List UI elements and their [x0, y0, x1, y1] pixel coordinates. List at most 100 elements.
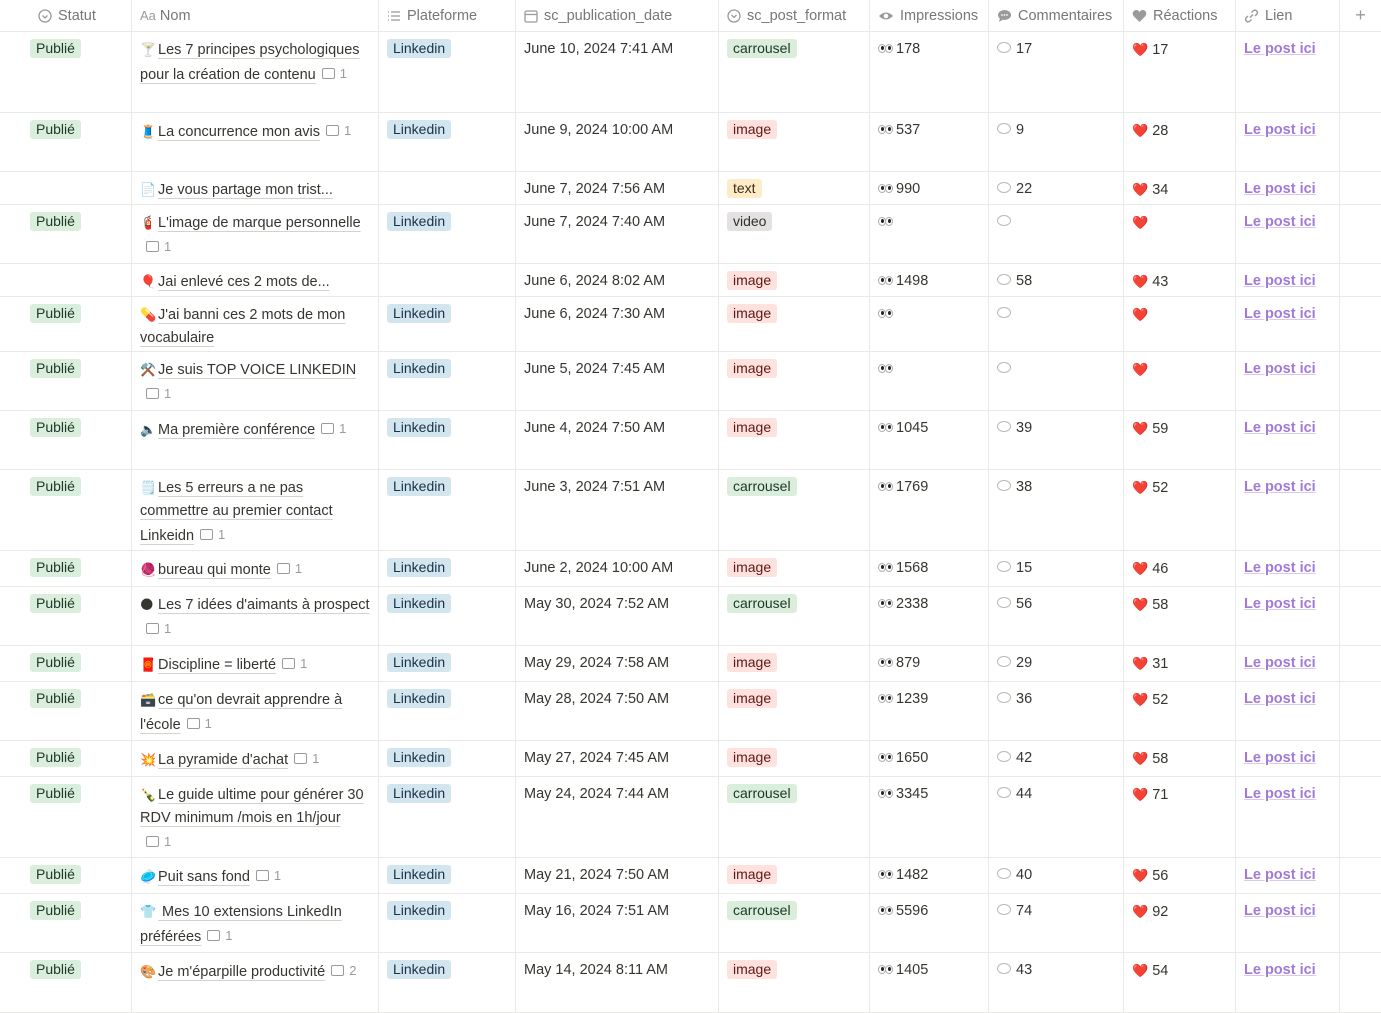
- link-cell[interactable]: Le post ici: [1236, 894, 1340, 952]
- comments-cell[interactable]: 17: [989, 32, 1124, 112]
- table-row[interactable]: Publié 🔈 Ma première conférence 1 Linkedin Ju…: [0, 411, 1381, 470]
- platform-cell[interactable]: Linkedin: [379, 858, 516, 893]
- platform-cell[interactable]: Linkedin: [379, 32, 516, 112]
- comments-cell[interactable]: 36: [989, 682, 1124, 740]
- comments-cell[interactable]: 9: [989, 113, 1124, 171]
- reactions-cell[interactable]: ❤️ 43: [1124, 264, 1236, 296]
- table-row[interactable]: Publié 💊 J'ai banni ces 2 mots de mon voca…: [0, 297, 1381, 352]
- post-link[interactable]: Le post ici: [1244, 560, 1316, 576]
- status-cell[interactable]: Publié: [0, 587, 132, 645]
- format-cell[interactable]: image: [719, 264, 870, 296]
- page-title-link[interactable]: La concurrence mon avis: [158, 124, 320, 140]
- comment-count[interactable]: 1: [200, 523, 225, 546]
- comment-count[interactable]: 1: [326, 119, 351, 142]
- name-cell[interactable]: 🧧 Discipline = liberté 1: [132, 646, 379, 681]
- status-cell[interactable]: Publié: [0, 953, 132, 1012]
- reactions-cell[interactable]: ❤️ 58: [1124, 587, 1236, 645]
- status-cell[interactable]: [0, 172, 132, 204]
- format-cell[interactable]: image: [719, 741, 870, 776]
- status-cell[interactable]: Publié: [0, 205, 132, 263]
- post-link[interactable]: Le post ici: [1244, 691, 1316, 707]
- comments-cell[interactable]: 29: [989, 646, 1124, 681]
- platform-cell[interactable]: [379, 172, 516, 204]
- add-column-button[interactable]: +: [1355, 5, 1366, 25]
- name-cell[interactable]: 🧶 bureau qui monte 1: [132, 551, 379, 586]
- format-cell[interactable]: image: [719, 411, 870, 469]
- comments-cell[interactable]: 15: [989, 551, 1124, 586]
- platform-cell[interactable]: Linkedin: [379, 113, 516, 171]
- table-row[interactable]: Publié 💥 La pyramide d'achat 1 Linkedin May 2…: [0, 741, 1381, 777]
- post-link[interactable]: Le post ici: [1244, 361, 1316, 377]
- date-cell[interactable]: June 7, 2024 7:56 AM: [516, 172, 719, 204]
- comment-count[interactable]: 1: [282, 652, 307, 675]
- table-row[interactable]: Publié 🗃️ ce qu'on devrait apprendre à l'é…: [0, 682, 1381, 741]
- name-cell[interactable]: 🗒️ Les 5 erreurs a ne pas commettre au pr…: [132, 470, 379, 550]
- reactions-cell[interactable]: ❤️ 52: [1124, 470, 1236, 550]
- reactions-cell[interactable]: ❤️ 71: [1124, 777, 1236, 857]
- status-cell[interactable]: Publié: [0, 777, 132, 857]
- reactions-cell[interactable]: ❤️ 59: [1124, 411, 1236, 469]
- status-cell[interactable]: Publié: [0, 551, 132, 586]
- page-title-link[interactable]: Les 5 erreurs a ne pas commettre au prem…: [140, 480, 333, 544]
- column-header-format[interactable]: sc_post_format: [719, 0, 870, 31]
- page-title-link[interactable]: Ma première conférence: [158, 422, 316, 438]
- post-link[interactable]: Le post ici: [1244, 655, 1316, 671]
- link-cell[interactable]: Le post ici: [1236, 682, 1340, 740]
- page-title-link[interactable]: Je vous partage mon trist...: [158, 182, 333, 198]
- table-row[interactable]: Publié 🧯 L'image de marque personnelle 1 Lin…: [0, 205, 1381, 264]
- table-row[interactable]: 🎈 Jai enlevé ces 2 mots de... June 6, 2024…: [0, 264, 1381, 297]
- table-row[interactable]: Publié 🎨 Je m'éparpille productivité 2 Linke…: [0, 953, 1381, 1013]
- reactions-cell[interactable]: ❤️: [1124, 297, 1236, 351]
- reactions-cell[interactable]: ❤️: [1124, 352, 1236, 410]
- name-cell[interactable]: 🧯 L'image de marque personnelle 1: [132, 205, 379, 263]
- link-cell[interactable]: Le post ici: [1236, 352, 1340, 410]
- post-link[interactable]: Le post ici: [1244, 479, 1316, 495]
- format-cell[interactable]: carrousel: [719, 777, 870, 857]
- comments-cell[interactable]: 22: [989, 172, 1124, 204]
- post-link[interactable]: Le post ici: [1244, 596, 1316, 612]
- reactions-cell[interactable]: ❤️ 56: [1124, 858, 1236, 893]
- impressions-cell[interactable]: 1405: [870, 953, 989, 1012]
- name-cell[interactable]: 🍸 Les 7 principes psychologiques pour la …: [132, 32, 379, 112]
- post-link[interactable]: Le post ici: [1244, 903, 1316, 919]
- comments-cell[interactable]: 40: [989, 858, 1124, 893]
- platform-cell[interactable]: Linkedin: [379, 741, 516, 776]
- impressions-cell[interactable]: 1498: [870, 264, 989, 296]
- page-title-link[interactable]: Les 7 idées d'aimants à prospect: [158, 597, 370, 613]
- table-row[interactable]: Publié 🥏 Puit sans fond 1 Linkedin May 21, 20…: [0, 858, 1381, 894]
- comment-count[interactable]: 1: [186, 712, 212, 735]
- format-cell[interactable]: image: [719, 858, 870, 893]
- post-link[interactable]: Le post ici: [1244, 181, 1316, 197]
- reactions-cell[interactable]: ❤️ 46: [1124, 551, 1236, 586]
- status-cell[interactable]: [0, 264, 132, 296]
- date-cell[interactable]: June 6, 2024 8:02 AM: [516, 264, 719, 296]
- reactions-cell[interactable]: ❤️: [1124, 205, 1236, 263]
- comments-cell[interactable]: 44: [989, 777, 1124, 857]
- impressions-cell[interactable]: 1568: [870, 551, 989, 586]
- comment-count[interactable]: 1: [146, 235, 171, 258]
- page-title-link[interactable]: Je m'éparpille productivité: [158, 964, 326, 980]
- comments-cell[interactable]: 43: [989, 953, 1124, 1012]
- status-cell[interactable]: Publié: [0, 297, 132, 351]
- link-cell[interactable]: Le post ici: [1236, 205, 1340, 263]
- table-row[interactable]: Publié 🌑 Les 7 idées d'aimants à prospect 1…: [0, 587, 1381, 646]
- date-cell[interactable]: May 29, 2024 7:58 AM: [516, 646, 719, 681]
- name-cell[interactable]: 🧵 La concurrence mon avis 1: [132, 113, 379, 171]
- impressions-cell[interactable]: 990: [870, 172, 989, 204]
- link-cell[interactable]: Le post ici: [1236, 113, 1340, 171]
- post-link[interactable]: Le post ici: [1244, 122, 1316, 138]
- table-row[interactable]: 📄 Je vous partage mon trist... June 7, 202…: [0, 172, 1381, 205]
- page-title-link[interactable]: Discipline = liberté: [158, 657, 277, 673]
- comments-cell[interactable]: [989, 352, 1124, 410]
- impressions-cell[interactable]: 178: [870, 32, 989, 112]
- link-cell[interactable]: Le post ici: [1236, 953, 1340, 1012]
- impressions-cell[interactable]: 879: [870, 646, 989, 681]
- comment-count[interactable]: 1: [321, 62, 347, 85]
- comment-count[interactable]: 1: [146, 382, 171, 405]
- link-cell[interactable]: Le post ici: [1236, 470, 1340, 550]
- format-cell[interactable]: image: [719, 352, 870, 410]
- reactions-cell[interactable]: ❤️ 28: [1124, 113, 1236, 171]
- comments-cell[interactable]: [989, 205, 1124, 263]
- platform-cell[interactable]: [379, 264, 516, 296]
- comment-count[interactable]: 1: [207, 924, 233, 947]
